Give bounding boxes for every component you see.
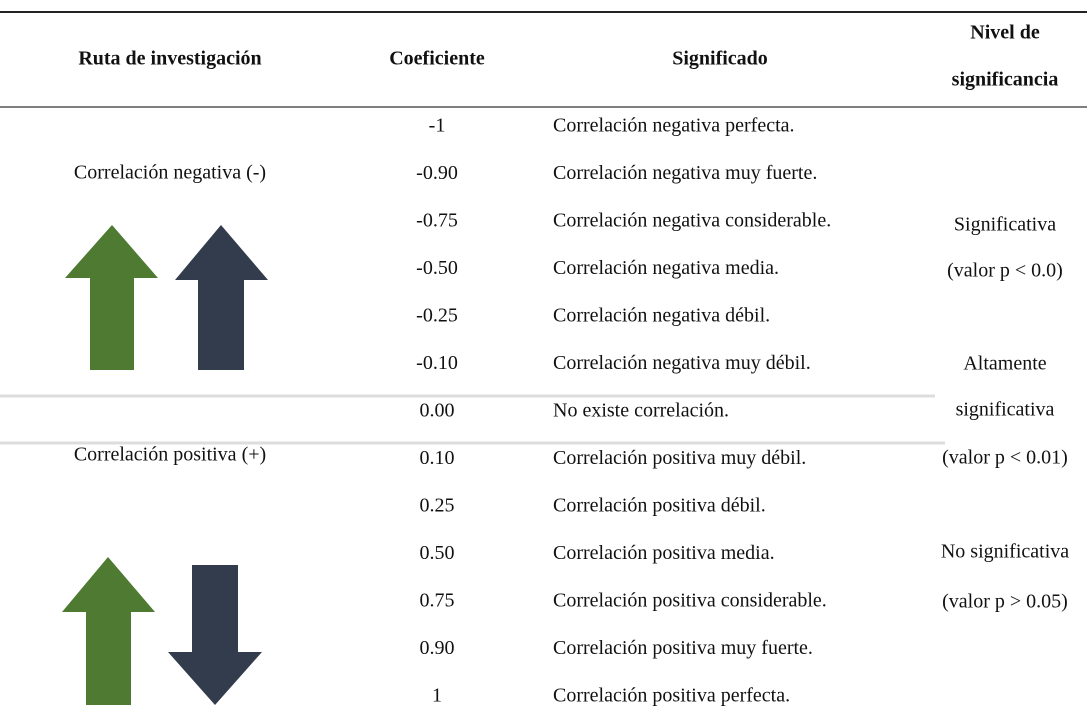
level-cell: No significativa [941,541,1069,563]
meaning-cell: No existe correlación. [553,400,729,422]
meaning-cell: Correlación negativa considerable. [553,210,831,232]
header-cell: Coeficiente [389,48,485,70]
coefficient-cell: -0.75 [416,210,458,232]
coefficient-cell: -0.90 [416,162,458,184]
coefficient-cell: 1 [432,685,442,707]
meaning-cell: Correlación positiva débil. [553,495,766,517]
level-cell: (valor p < 0.0) [947,260,1063,282]
header-cell: significancia [952,69,1059,91]
coefficient-cell: -0.25 [416,305,458,327]
meaning-cell: Correlación positiva perfecta. [553,685,790,707]
coefficient-cell: 0.00 [420,400,455,422]
level-cell: Significativa [954,214,1056,236]
coefficient-cell: 0.25 [420,495,455,517]
coefficient-cell: 0.75 [420,590,455,612]
group-label: Correlación negativa (-) [74,162,266,184]
group-label: Correlación positiva (+) [74,444,266,466]
meaning-cell: Correlación negativa muy débil. [553,352,811,374]
level-cell: Altamente [963,353,1046,375]
meaning-cell: Correlación negativa media. [553,257,779,279]
arrow-up [175,225,268,370]
arrow-up [62,557,155,705]
coefficient-cell: 0.90 [420,637,455,659]
meaning-cell: Correlación negativa muy fuerte. [553,162,817,184]
meaning-cell: Correlación positiva muy débil. [553,447,806,469]
meaning-cell: Correlación negativa débil. [553,305,770,327]
level-cell: (valor p < 0.01) [942,447,1068,469]
coefficient-cell: 0.50 [420,542,455,564]
level-cell: significativa [956,399,1055,421]
meaning-cell: Correlación positiva muy fuerte. [553,637,813,659]
meaning-cell: Correlación negativa perfecta. [553,115,795,137]
coefficient-cell: -0.10 [416,352,458,374]
header-cell: Ruta de investigación [78,48,261,70]
arrow-down [168,565,262,705]
meaning-cell: Correlación positiva considerable. [553,590,827,612]
coefficient-cell: -1 [429,115,446,137]
meaning-cell: Correlación positiva media. [553,542,775,564]
coefficient-cell: -0.50 [416,257,458,279]
header-cell: Significado [672,48,768,70]
header-cell: Nivel de [970,22,1040,44]
arrow-up [65,225,158,370]
coefficient-cell: 0.10 [420,447,455,469]
level-cell: (valor p > 0.05) [942,591,1068,613]
